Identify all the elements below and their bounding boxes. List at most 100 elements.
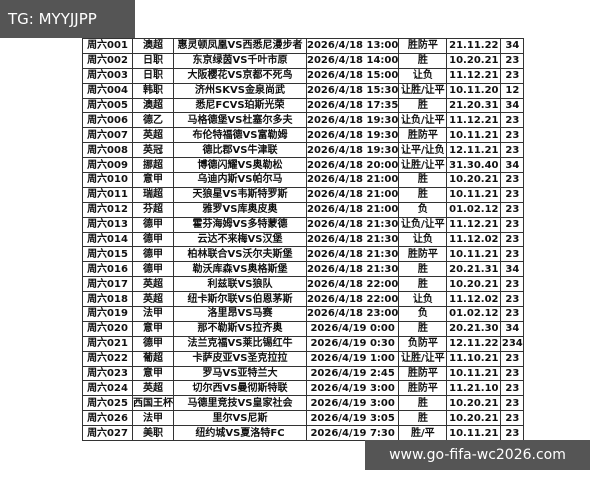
kickoff-time: 2026/4/18 21:30	[305, 216, 400, 233]
match-code: 周六003	[82, 67, 133, 84]
pick: 胜	[398, 186, 448, 203]
pick: 让负	[398, 67, 448, 84]
league: 英超	[132, 276, 174, 293]
fixture: 布伦特福德VS富勒姆	[173, 127, 307, 144]
odds-pick: 10.20.21	[446, 52, 502, 69]
score-pick: 23	[500, 350, 525, 367]
table-row: 周六001 澳超 惠灵顿凤凰VS西悉尼漫步者 2026/4/18 13:00 胜防平 21…	[82, 38, 525, 54]
kickoff-time: 2026/4/18 21:00	[305, 186, 400, 203]
score-pick: 23	[500, 246, 525, 263]
kickoff-time: 2026/4/19 1:00	[305, 350, 400, 367]
table-row: 周六008 英冠 德比郡VS牛津联 2026/4/18 19:30 让平/让负 12.11…	[82, 142, 525, 159]
kickoff-time: 2026/4/19 0:30	[305, 335, 400, 352]
kickoff-time: 2026/4/18 23:00	[305, 306, 400, 322]
table-row: 周六007 英超 布伦特福德VS富勒姆 2026/4/18 19:30 胜防平 10.11…	[82, 127, 525, 144]
fixture: 天狼星VS韦斯特罗斯	[173, 186, 307, 203]
fixture: 云达不来梅VS汉堡	[173, 231, 307, 248]
kickoff-time: 2026/4/18 19:30	[305, 127, 400, 144]
pick: 胜防平	[398, 38, 448, 54]
score-pick: 23	[500, 276, 525, 293]
match-code: 周六023	[82, 365, 133, 382]
score-pick: 23	[500, 127, 525, 144]
league: 日职	[132, 52, 174, 69]
fixture: 惠灵顿凤凰VS西悉尼漫步者	[173, 38, 307, 54]
league: 美职	[132, 425, 174, 442]
kickoff-time: 2026/4/18 19:30	[305, 142, 400, 159]
score-pick: 23	[500, 410, 525, 427]
odds-pick: 10.11.21	[446, 365, 502, 382]
match-code: 周六026	[82, 410, 133, 427]
match-code: 周六021	[82, 335, 133, 352]
table-row: 周六019 法甲 洛里昂VS马赛 2026/4/18 23:00 负 01.02.12 23	[82, 306, 525, 322]
league: 挪超	[132, 157, 174, 174]
kickoff-time: 2026/4/18 21:30	[305, 231, 400, 248]
score-pick: 34	[500, 97, 525, 114]
pick: 胜	[398, 276, 448, 293]
match-code: 周六020	[82, 320, 133, 337]
fixture: 法兰克福VS莱比锡红牛	[173, 335, 307, 352]
kickoff-time: 2026/4/19 3:00	[305, 395, 400, 412]
match-code: 周六018	[82, 291, 133, 308]
score-pick: 23	[500, 172, 525, 188]
kickoff-time: 2026/4/18 21:00	[305, 201, 400, 218]
fixture: 那不勒斯VS拉齐奥	[173, 320, 307, 337]
match-code: 周六006	[82, 112, 133, 129]
table-row: 周六020 意甲 那不勒斯VS拉齐奥 2026/4/19 0:00 胜 20.21.30 3…	[82, 320, 525, 337]
table-row: 周六027 美职 纽约城VS夏洛特FC 2026/4/19 7:30 胜/平 10.11.…	[82, 425, 525, 442]
pick: 负	[398, 306, 448, 322]
pick: 胜防平	[398, 246, 448, 263]
match-code: 周六008	[82, 142, 133, 159]
odds-pick: 12.11.22	[446, 335, 502, 352]
score-pick: 23	[500, 216, 525, 233]
bottom-overlay: www.go-fifa-wc2026.com	[365, 440, 590, 470]
match-code: 周六015	[82, 246, 133, 263]
kickoff-time: 2026/4/19 3:05	[305, 410, 400, 427]
score-pick: 23	[500, 186, 525, 203]
table-row: 周六022 葡超 卡萨皮亚VS圣克拉拉 2026/4/19 1:00 让胜/让平 11.1…	[82, 350, 525, 367]
league: 德甲	[132, 216, 174, 233]
score-pick: 23	[500, 306, 525, 322]
pick: 让负/让平	[398, 216, 448, 233]
odds-pick: 20.21.30	[446, 320, 502, 337]
pick: 胜	[398, 261, 448, 278]
fixture: 马格德堡VS杜塞尔多夫	[173, 112, 307, 129]
table-row: 周六010 意甲 乌迪内斯VS帕尔马 2026/4/18 21:00 胜 10.20.21…	[82, 172, 525, 188]
match-code: 周六012	[82, 201, 133, 218]
league: 英冠	[132, 142, 174, 159]
score-pick: 34	[500, 320, 525, 337]
league: 澳超	[132, 38, 174, 54]
table-row: 周六006 德乙 马格德堡VS杜塞尔多夫 2026/4/18 19:30 让负/让平 11…	[82, 112, 525, 129]
table-row: 周六016 德甲 勒沃库森VS奥格斯堡 2026/4/18 21:30 胜 20.21.3…	[82, 261, 525, 278]
odds-pick: 10.11.21	[446, 246, 502, 263]
fixture: 柏林联合VS沃尔夫斯堡	[173, 246, 307, 263]
odds-pick: 21.11.22	[446, 38, 502, 54]
top-overlay: TG: MYYJJPP	[0, 0, 135, 38]
odds-pick: 11.12.21	[446, 67, 502, 84]
pick: 胜	[398, 172, 448, 188]
odds-pick: 10.20.21	[446, 410, 502, 427]
pick: 负	[398, 201, 448, 218]
pick: 让平/让负	[398, 142, 448, 159]
kickoff-time: 2026/4/18 17:35	[305, 97, 400, 114]
score-pick: 23	[500, 425, 525, 442]
kickoff-time: 2026/4/18 21:30	[305, 246, 400, 263]
table-row: 周六025 西国王杯 马德里竞技VS皇家社会 2026/4/19 3:00 胜 10.20…	[82, 395, 525, 412]
league: 澳超	[132, 97, 174, 114]
fixture: 乌迪内斯VS帕尔马	[173, 172, 307, 188]
odds-pick: 01.02.12	[446, 306, 502, 322]
table-row: 周六015 德甲 柏林联合VS沃尔夫斯堡 2026/4/18 21:30 胜防平 10.1…	[82, 246, 525, 263]
odds-pick: 11.12.21	[446, 216, 502, 233]
table-row: 周六023 意甲 罗马VS亚特兰大 2026/4/19 2:45 胜防平 10.11.21…	[82, 365, 525, 382]
match-code: 周六013	[82, 216, 133, 233]
score-pick: 23	[500, 201, 525, 218]
match-code: 周六010	[82, 172, 133, 188]
score-pick: 23	[500, 67, 525, 84]
match-code: 周六017	[82, 276, 133, 293]
pick: 让胜/让平	[398, 82, 448, 99]
score-pick: 34	[500, 38, 525, 54]
pick: 让负/让平	[398, 112, 448, 129]
pick: 让负	[398, 231, 448, 248]
league: 意甲	[132, 365, 174, 382]
league: 葡超	[132, 350, 174, 367]
